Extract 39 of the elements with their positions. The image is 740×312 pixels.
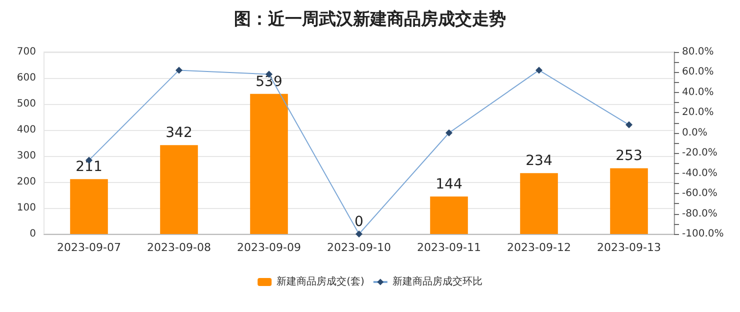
x-tick-label: 2023-09-07 — [57, 241, 121, 254]
legend-label: 新建商品房成交(套) — [276, 276, 364, 288]
y2-tick-label: 60.0% — [682, 66, 714, 78]
y2-tick-label: -100.0% — [682, 228, 724, 240]
data-label: 234 — [526, 153, 552, 170]
y2-tick-label: -60.0% — [682, 188, 718, 200]
y-tick-label: 100 — [16, 202, 36, 214]
chart-title: 图：近一周武汉新建商品房成交走势 — [234, 10, 506, 30]
y2-tick-label: 0.0% — [682, 127, 708, 138]
data-label: 144 — [436, 176, 462, 193]
legend-label: 新建商品房成交环比 — [392, 276, 482, 288]
y-tick-label: 700 — [16, 46, 36, 58]
y2-tick-label: -40.0% — [682, 168, 718, 179]
y2-tick-label: 20.0% — [682, 107, 714, 118]
x-tick-label: 2023-09-10 — [327, 241, 391, 254]
data-label: 0 — [354, 214, 364, 230]
y-tick-label: 200 — [16, 176, 36, 188]
y2-tick-label: 40.0% — [682, 86, 714, 98]
bar — [520, 173, 558, 234]
y-tick-label: 400 — [16, 124, 36, 136]
x-tick-label: 2023-09-08 — [147, 241, 211, 254]
x-tick-label: 2023-09-09 — [237, 241, 301, 254]
y2-tick-label: 80.0% — [682, 46, 714, 58]
bar — [70, 179, 108, 234]
bar — [610, 168, 648, 234]
y2-tick-label: -20.0% — [682, 148, 718, 159]
y-tick-label: 300 — [16, 150, 36, 162]
data-label: 253 — [616, 148, 642, 164]
y2-tick-label: -80.0% — [682, 208, 718, 220]
y-tick-label: 500 — [16, 98, 36, 110]
bar — [430, 196, 468, 234]
x-tick-label: 2023-09-11 — [417, 241, 481, 254]
x-tick-label: 2023-09-13 — [597, 241, 661, 254]
x-tick-label: 2023-09-12 — [507, 241, 571, 254]
bar — [250, 94, 288, 234]
bar — [160, 145, 198, 234]
y-tick-label: 0 — [30, 228, 36, 240]
y-tick-label: 600 — [16, 72, 36, 84]
data-label: 342 — [166, 125, 192, 142]
